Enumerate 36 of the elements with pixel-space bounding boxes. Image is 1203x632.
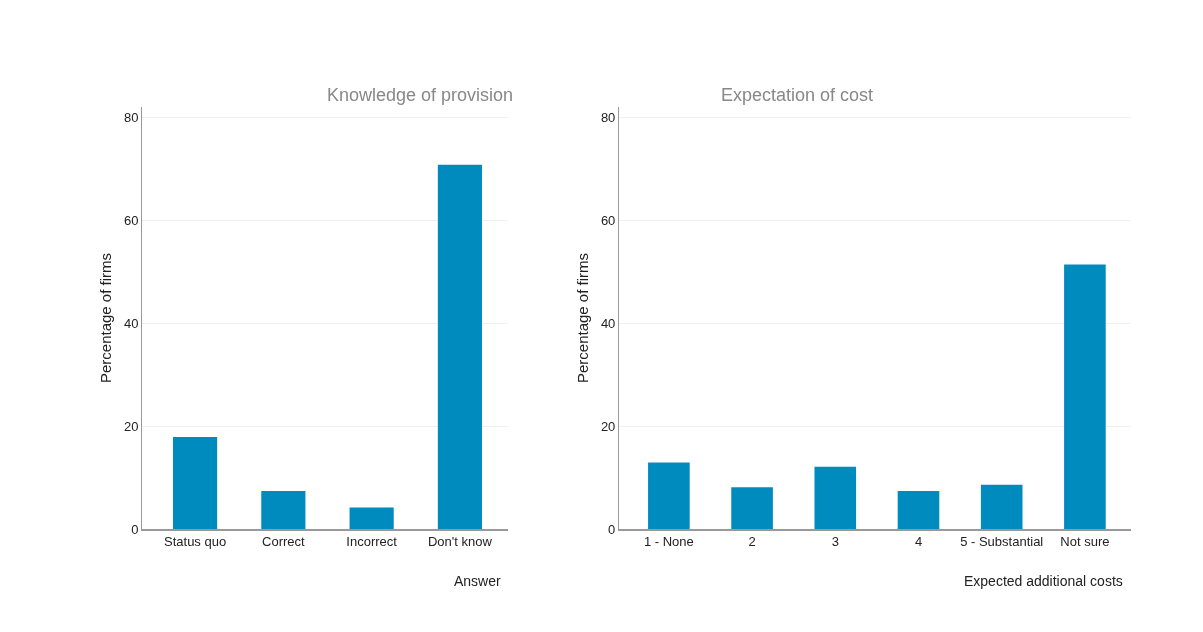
y-tick-label: 0 (131, 521, 139, 537)
bar (437, 164, 482, 529)
bar (349, 507, 394, 529)
x-tick-label: Don't know (427, 534, 493, 550)
x-tick-label: Correct (262, 534, 306, 550)
x-tick-label: Not sure (1060, 534, 1110, 550)
y-tick-label: 40 (124, 315, 139, 331)
bar (261, 490, 306, 529)
x-axis-title: Expected additional costs (964, 573, 1123, 589)
y-tick-label: 60 (600, 212, 616, 228)
y-tick-label: 40 (600, 315, 616, 331)
x-tick-label: 1 - None (643, 534, 694, 550)
y-tick-label: 80 (600, 109, 616, 125)
bar (897, 490, 940, 529)
x-tick-label: 3 (831, 534, 839, 550)
x-tick-label: 2 (748, 534, 756, 550)
bar (1064, 264, 1106, 529)
chart-title: Expectation of cost (721, 85, 874, 105)
y-tick-label: 0 (608, 521, 616, 537)
y-axis-title: Percentage of firms (574, 252, 592, 384)
x-axis-title: Answer (454, 573, 502, 589)
y-axis-title: Percentage of firms (97, 252, 115, 384)
y-tick-label: 80 (124, 109, 139, 125)
bar (648, 462, 690, 529)
chart-title: Knowledge of provision (327, 85, 514, 105)
bar (173, 436, 218, 529)
x-tick-label: Incorrect (346, 534, 398, 550)
bar (731, 487, 773, 529)
y-tick-label: 20 (600, 418, 616, 434)
bar (980, 484, 1023, 529)
y-tick-label: 60 (124, 212, 139, 228)
bar (814, 466, 857, 529)
x-tick-label: Status quo (164, 534, 227, 550)
x-tick-label: 4 (914, 534, 923, 550)
y-tick-label: 20 (124, 418, 139, 434)
x-tick-label: 5 - Substantial (960, 534, 1044, 550)
